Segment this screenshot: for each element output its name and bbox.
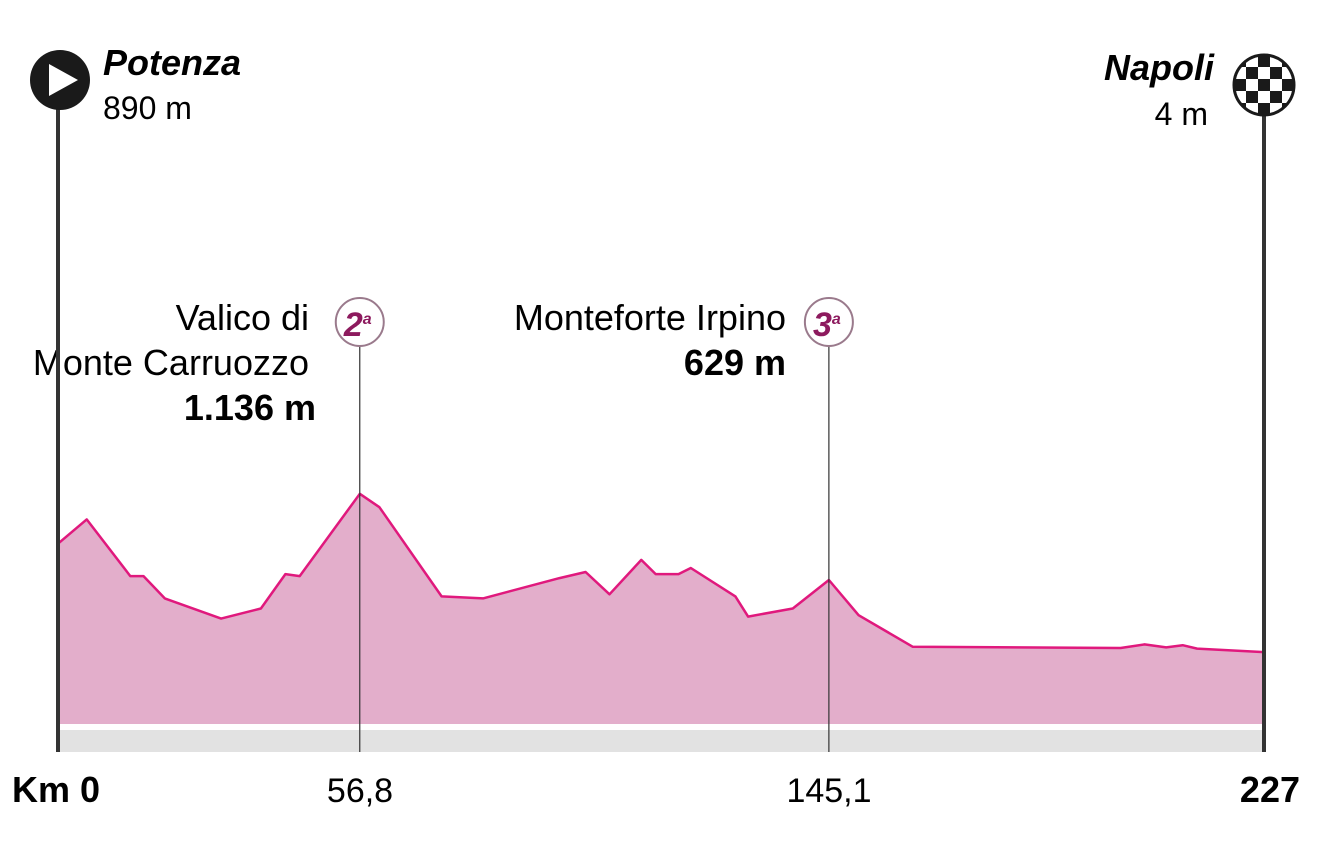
checker-square [1270, 91, 1282, 103]
climb-name-line-2: Monte Carruozzo [33, 342, 309, 383]
checker-square [1294, 115, 1306, 127]
start-elevation: 890 m [103, 90, 192, 126]
checker-square [1258, 79, 1270, 91]
x-tick-label: 56,8 [327, 772, 393, 810]
checker-square [1282, 79, 1294, 91]
finish-city-name: Napoli [1104, 47, 1215, 88]
ground-strip [58, 730, 1264, 752]
checker-square [1246, 67, 1258, 79]
elevation-profile-area [58, 493, 1264, 724]
checker-square [1246, 115, 1258, 127]
x-tick-label: 145,1 [786, 772, 871, 810]
elevation-profile-line [57, 492, 1265, 654]
checkered-flag-icon [1232, 53, 1306, 127]
x-tick-label-start: Km 0 [12, 769, 100, 810]
checker-square [1294, 67, 1306, 79]
climb-category-badge-3: 3a [803, 297, 854, 347]
climb-name-line-1: Monteforte Irpino [514, 297, 786, 338]
finish-elevation: 4 m [1155, 96, 1208, 132]
start-city-name: Potenza [103, 42, 241, 83]
checker-square [1294, 91, 1306, 103]
climb-name-line-1: Valico di [176, 297, 309, 338]
checker-square [1246, 91, 1258, 103]
checker-square [1258, 55, 1270, 67]
checker-square [1270, 115, 1282, 127]
play-triangle-icon [30, 50, 90, 110]
x-tick-label-end: 227 [1240, 769, 1300, 810]
checker-square [1258, 103, 1270, 115]
climb-category-number: 3a [813, 306, 841, 344]
climb-elevation: 629 m [684, 342, 786, 383]
checker-square [1270, 67, 1282, 79]
checker-square [1234, 79, 1246, 91]
climb-elevation: 1.136 m [184, 387, 316, 428]
climb-category-badge-2: 2a [334, 297, 385, 347]
climb-category-number: 2a [343, 306, 372, 344]
